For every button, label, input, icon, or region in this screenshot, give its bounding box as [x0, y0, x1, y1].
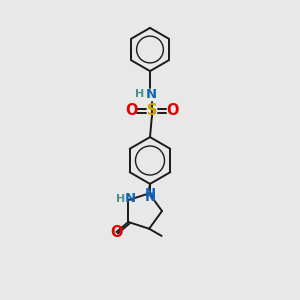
- Text: H: H: [136, 89, 145, 100]
- Text: O: O: [166, 103, 178, 118]
- Text: H: H: [116, 194, 125, 204]
- Text: N: N: [145, 187, 156, 200]
- Text: O: O: [110, 224, 123, 239]
- Text: N: N: [125, 192, 136, 206]
- Text: N: N: [146, 88, 158, 101]
- Text: O: O: [125, 103, 138, 118]
- Text: S: S: [146, 103, 157, 118]
- Text: N: N: [144, 190, 156, 204]
